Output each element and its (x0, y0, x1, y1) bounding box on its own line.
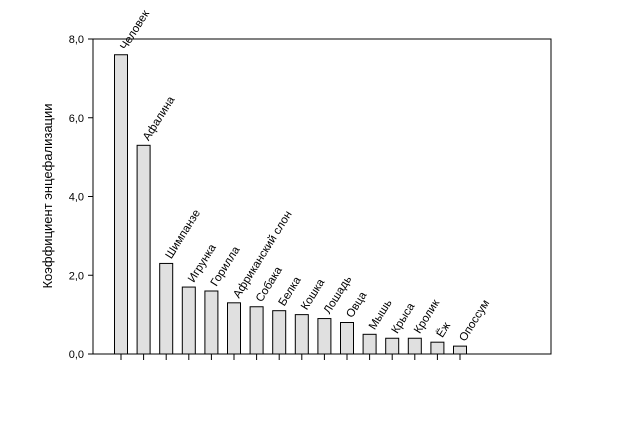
bar (227, 302, 241, 355)
bar (430, 341, 445, 355)
bar-label: Афалина (141, 94, 178, 143)
y-tick-label: 0,0 (69, 349, 84, 361)
y-tick-label: 4,0 (69, 192, 84, 204)
bar (249, 306, 264, 355)
bar (272, 310, 287, 355)
bar (385, 337, 400, 355)
y-tick-label: 2,0 (69, 270, 84, 282)
bar-label: Ёж (435, 320, 453, 340)
y-tick-label: 8,0 (69, 34, 84, 46)
bar (136, 144, 151, 355)
bar (362, 333, 377, 355)
bar (407, 337, 422, 355)
bar-label: Человек (118, 8, 152, 53)
bar (294, 314, 309, 355)
bar (159, 262, 174, 355)
bar (453, 345, 467, 355)
bar-label: Шимпанзе (164, 208, 204, 261)
bar (317, 318, 332, 355)
bar-label: Опоссум (457, 298, 492, 344)
bar (340, 322, 354, 355)
bar (204, 290, 219, 355)
bar (181, 286, 196, 355)
y-tick-label: 6,0 (69, 113, 84, 125)
bar-label: Овца (344, 289, 369, 320)
bar (114, 54, 128, 355)
y-axis-label: Коэффициент энцефализации (40, 103, 55, 288)
